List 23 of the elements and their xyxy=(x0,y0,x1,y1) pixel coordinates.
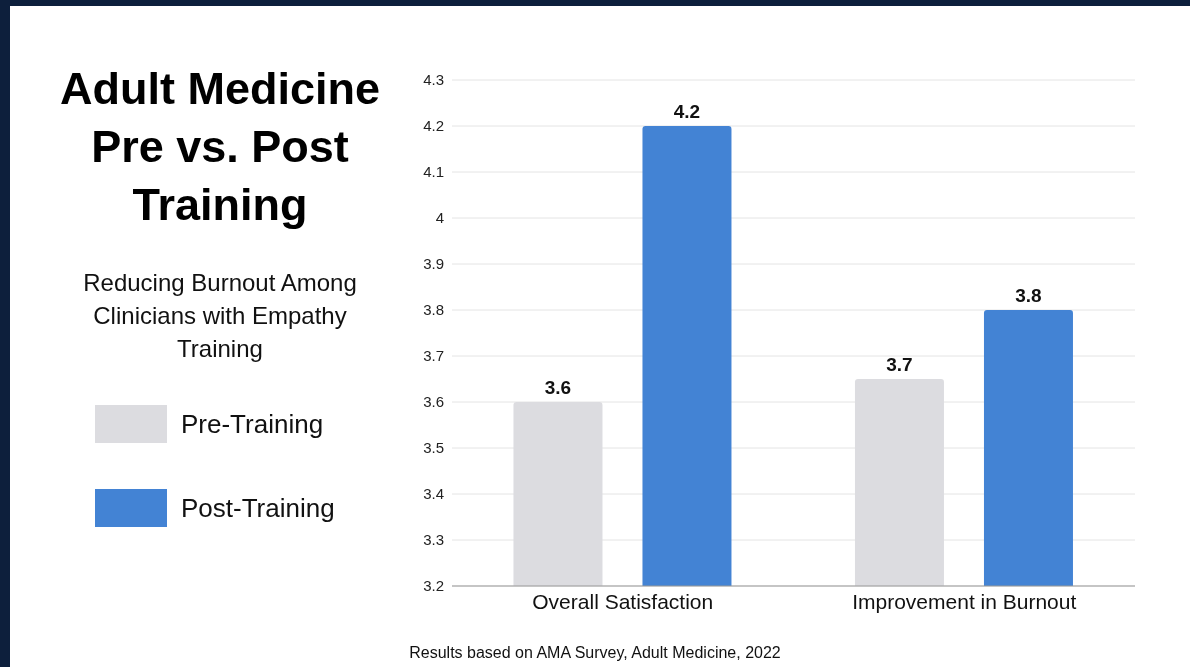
y-tick-label: 3.8 xyxy=(423,301,444,319)
x-tick-label: Overall Satisfaction xyxy=(532,589,714,613)
y-tick-label: 3.6 xyxy=(423,393,444,411)
y-tick-label: 4 xyxy=(435,209,444,227)
text: Reducing Burnout Among Clinicians with Empathy Training xyxy=(82,268,358,364)
y-tick-label: 3.5 xyxy=(423,439,444,457)
y-tick-label: 4.3 xyxy=(423,71,444,89)
y-tick-label: 4.2 xyxy=(423,117,444,135)
x-tick-label: Improvement in Burnout xyxy=(852,589,1077,613)
text: Results based on AMA Survey, Adult Medicine, 2022 xyxy=(408,644,782,662)
y-tick-label: 3.7 xyxy=(423,347,444,365)
y-tick-label: 3.3 xyxy=(423,531,444,549)
legend-label: Pre-Training xyxy=(181,408,324,440)
data-label: 3.8 xyxy=(1015,285,1042,306)
text: Adult Medicine Pre vs. Post Training xyxy=(59,62,381,232)
y-tick-label: 4.1 xyxy=(423,163,444,181)
y-tick-label: 3.2 xyxy=(423,577,444,595)
data-label: 3.7 xyxy=(886,354,913,375)
y-tick-label: 3.4 xyxy=(423,485,444,503)
legend-label: Post-Training xyxy=(181,492,335,524)
data-label: 3.6 xyxy=(544,377,572,398)
y-tick-label: 3.9 xyxy=(423,255,444,273)
data-label: 4.2 xyxy=(673,101,701,122)
